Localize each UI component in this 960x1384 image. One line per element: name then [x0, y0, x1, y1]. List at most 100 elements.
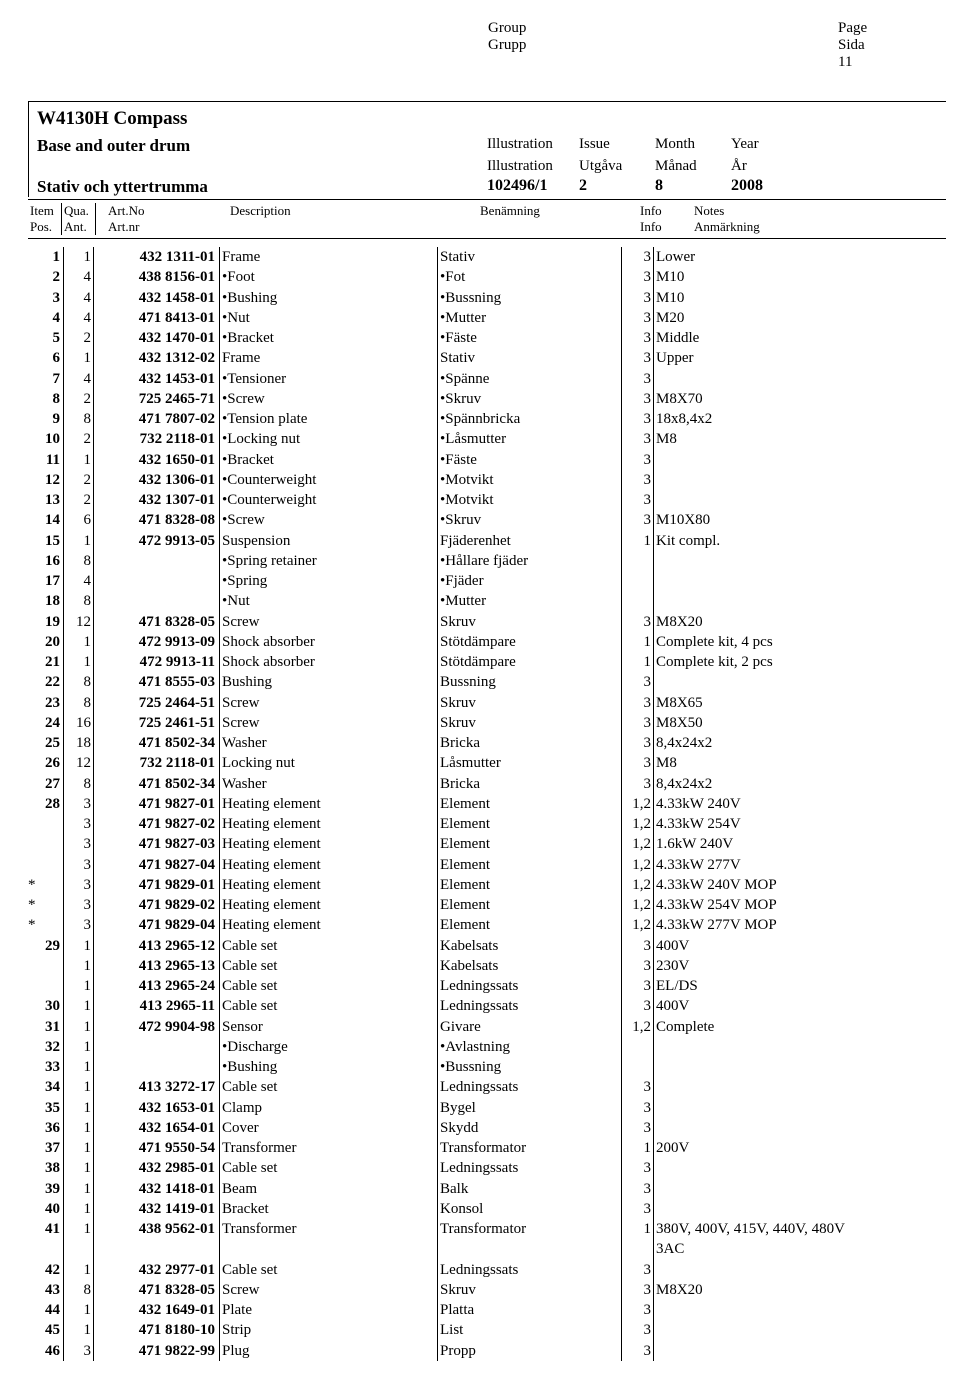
cell-star	[28, 693, 40, 713]
cell-ben: Ledningssats	[438, 1077, 622, 1097]
cell-desc: Cable set	[220, 956, 438, 976]
cell-item: 14	[40, 510, 64, 530]
meta-year-en: Year	[731, 136, 783, 156]
cell-ben: •Skruv	[438, 389, 622, 409]
cell-ben: Stötdämpare	[438, 632, 622, 652]
cell-info: 3	[622, 1077, 654, 1097]
cell-ben: Element	[438, 895, 622, 915]
cell-desc: Heating element	[220, 915, 438, 935]
cell-ben: Stativ	[438, 348, 622, 368]
cell-item: 35	[40, 1098, 64, 1118]
cell-ben: Fjäderenhet	[438, 531, 622, 551]
cell-notes: M10	[654, 267, 946, 287]
cell-notes	[654, 1057, 946, 1077]
cell-desc: Shock absorber	[220, 652, 438, 672]
cell-star	[28, 1239, 40, 1259]
cell-info: 1	[622, 632, 654, 652]
cell-item: 37	[40, 1138, 64, 1158]
cell-star	[28, 551, 40, 571]
cell-qua: 2	[64, 470, 94, 490]
cell-info: 3	[622, 1098, 654, 1118]
cell-item: 19	[40, 612, 64, 632]
cell-info: 3	[622, 450, 654, 470]
cell-desc: •Screw	[220, 389, 438, 409]
cell-item: 2	[40, 267, 64, 287]
th-info-sv: Info	[640, 219, 686, 235]
cell-item: 4	[40, 308, 64, 328]
cell-info: 3	[622, 1179, 654, 1199]
th-item-sv: Pos.	[28, 219, 62, 235]
th-notes-sv: Anmärkning	[686, 219, 906, 235]
table-row: 381432 2985-01Cable setLedningssats3	[28, 1158, 946, 1178]
table-row: 132432 1307-01•Counterweight•Motvikt3	[28, 490, 946, 510]
cell-qua: 8	[64, 591, 94, 611]
cell-star	[28, 713, 40, 733]
cell-item: 42	[40, 1260, 64, 1280]
cell-art	[94, 591, 220, 611]
cell-art: 732 2118-01	[94, 429, 220, 449]
cell-item: 16	[40, 551, 64, 571]
cell-notes	[654, 551, 946, 571]
cell-item: 39	[40, 1179, 64, 1199]
cell-star	[28, 288, 40, 308]
cell-star	[28, 814, 40, 834]
th-desc-en: Description	[230, 203, 480, 219]
hdr-page-en: Page	[838, 20, 918, 37]
cell-info: 3	[622, 369, 654, 389]
cell-art: 432 1649-01	[94, 1300, 220, 1320]
cell-item: 20	[40, 632, 64, 652]
cell-qua: 8	[64, 409, 94, 429]
cell-info	[622, 1057, 654, 1077]
cell-info: 3	[622, 409, 654, 429]
title-block: W4130H Compass Base and outer drum Illus…	[28, 101, 946, 197]
cell-ben: Ledningssats	[438, 996, 622, 1016]
meta-ill-en: Illustration	[487, 136, 579, 156]
cell-star	[28, 1260, 40, 1280]
cell-item: 25	[40, 733, 64, 753]
cell-item: 11	[40, 450, 64, 470]
cell-star	[28, 531, 40, 551]
cell-desc: Plug	[220, 1341, 438, 1361]
cell-notes: 4.33kW 254V	[654, 814, 946, 834]
cell-desc: Shock absorber	[220, 632, 438, 652]
cell-info: 1,2	[622, 915, 654, 935]
cell-info: 3	[622, 713, 654, 733]
cell-qua: 1	[64, 1300, 94, 1320]
cell-qua: 1	[64, 976, 94, 996]
cell-info: 3	[622, 247, 654, 267]
table-row: 463471 9822-99PlugPropp3	[28, 1341, 946, 1361]
cell-ben: Givare	[438, 1017, 622, 1037]
cell-star	[28, 1118, 40, 1138]
cell-desc: Strip	[220, 1320, 438, 1340]
hdr-group-en: Group	[488, 20, 838, 37]
table-row: 211472 9913-11Shock absorberStötdämpare1…	[28, 652, 946, 672]
cell-star	[28, 956, 40, 976]
cell-item: 12	[40, 470, 64, 490]
cell-desc: Cable set	[220, 1077, 438, 1097]
cell-art	[94, 1057, 220, 1077]
cell-qua: 1	[64, 450, 94, 470]
cell-info: 1	[622, 1138, 654, 1158]
cell-desc: Frame	[220, 348, 438, 368]
table-row: 1413 2965-13Cable setKabelsats3230V	[28, 956, 946, 976]
table-row: 201472 9913-09Shock absorberStötdämpare1…	[28, 632, 946, 652]
cell-info: 1,2	[622, 875, 654, 895]
meta-month-en: Month	[655, 136, 731, 156]
cell-item: 40	[40, 1199, 64, 1219]
table-row: 401432 1419-01BracketKonsol3	[28, 1199, 946, 1219]
cell-star	[28, 510, 40, 530]
cell-info: 3	[622, 1199, 654, 1219]
cell-info: 1	[622, 652, 654, 672]
table-row: 111432 1650-01•Bracket•Fäste3	[28, 450, 946, 470]
cell-star	[28, 632, 40, 652]
cell-art: 471 8502-34	[94, 774, 220, 794]
cell-art: 413 3272-17	[94, 1077, 220, 1097]
cell-desc: Cable set	[220, 1158, 438, 1178]
cell-ben: •Bussning	[438, 288, 622, 308]
table-row: 102732 2118-01•Locking nut•Låsmutter3M8	[28, 429, 946, 449]
cell-star	[28, 328, 40, 348]
cell-ben: Kabelsats	[438, 956, 622, 976]
cell-art: 432 1453-01	[94, 369, 220, 389]
th-ben: Benämning	[480, 203, 640, 219]
cell-qua: 1	[64, 956, 94, 976]
